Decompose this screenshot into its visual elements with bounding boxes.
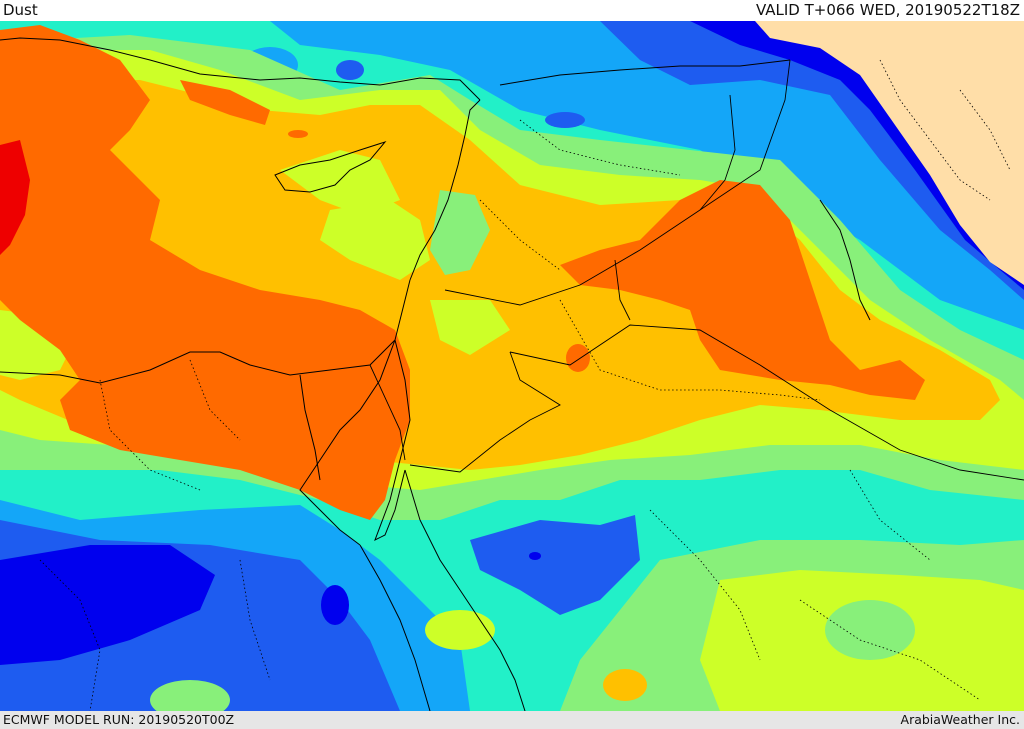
coast-redsea-east xyxy=(404,469,526,711)
coast-black-sea xyxy=(499,59,791,86)
country-borders xyxy=(369,59,1024,481)
field-orange-west xyxy=(0,25,410,520)
border-iraq-saudi xyxy=(509,324,1024,481)
field-blue-arabia-south xyxy=(470,515,640,615)
field-yellow-cell-s xyxy=(603,669,647,701)
coast-redsea-west xyxy=(359,544,431,711)
admin-borders xyxy=(39,59,1011,711)
credit: ArabiaWeather Inc. xyxy=(900,712,1020,727)
field-aqua-lebanon xyxy=(430,190,490,275)
admin-border-5 xyxy=(879,59,991,201)
coast-persian-gulf xyxy=(819,199,871,321)
admin-border-12 xyxy=(849,469,931,561)
border-jordan-saudi xyxy=(409,351,561,473)
admin-border-1 xyxy=(99,379,201,491)
field-lime-cell-sw xyxy=(425,610,495,650)
admin-border-8 xyxy=(799,599,981,701)
admin-border-9 xyxy=(39,559,101,711)
dust-map-svg xyxy=(0,21,1024,711)
cyprus xyxy=(274,141,387,193)
border-jordan-israel xyxy=(614,259,631,321)
footer-bar: ECMWF MODEL RUN: 20190520T00Z ArabiaWeat… xyxy=(0,711,1024,729)
field-lime-jordan xyxy=(430,300,510,355)
border-iraq-iran xyxy=(699,94,736,211)
model-run: ECMWF MODEL RUN: 20190520T00Z xyxy=(3,712,235,727)
admin-border-4 xyxy=(479,199,561,271)
border-sinai xyxy=(369,364,406,461)
map-title: Dust xyxy=(3,1,38,19)
field-navy-south xyxy=(0,545,215,665)
field-orange-cell-cyprus xyxy=(288,130,308,138)
coast-levant xyxy=(409,99,481,281)
admin-border-10 xyxy=(239,559,271,681)
field-blue-cell-2 xyxy=(545,112,585,128)
land-nodata-iran xyxy=(755,21,1024,285)
admin-border-6 xyxy=(959,89,1011,171)
field-orange-north xyxy=(180,80,270,125)
field-lime-levant xyxy=(320,200,430,280)
field-aqua-cell-se xyxy=(825,600,915,660)
border-jordan-iraq xyxy=(444,59,791,306)
field-orange-iraq xyxy=(560,180,925,400)
admin-border-3 xyxy=(519,119,681,176)
coastlines xyxy=(0,37,871,711)
field-navy-cell-south xyxy=(321,585,349,625)
field-blue-cell-1 xyxy=(336,60,364,80)
field-navy-cell-arabia xyxy=(529,552,541,560)
field-red-max xyxy=(0,140,30,255)
header-bar: Dust VALID T+066 WED, 20190522T18Z xyxy=(0,0,1024,21)
dust-map xyxy=(0,21,1024,711)
valid-time: VALID T+066 WED, 20190522T18Z xyxy=(755,1,1020,19)
coast-aqaba xyxy=(374,339,411,542)
field-orange-cell-jordan xyxy=(566,344,590,372)
coast-turkey xyxy=(0,37,481,101)
field-lime-cell-sudan xyxy=(150,680,230,711)
field-lime-cyprus xyxy=(280,150,400,215)
coast-suez xyxy=(299,339,396,546)
nile xyxy=(299,374,321,481)
